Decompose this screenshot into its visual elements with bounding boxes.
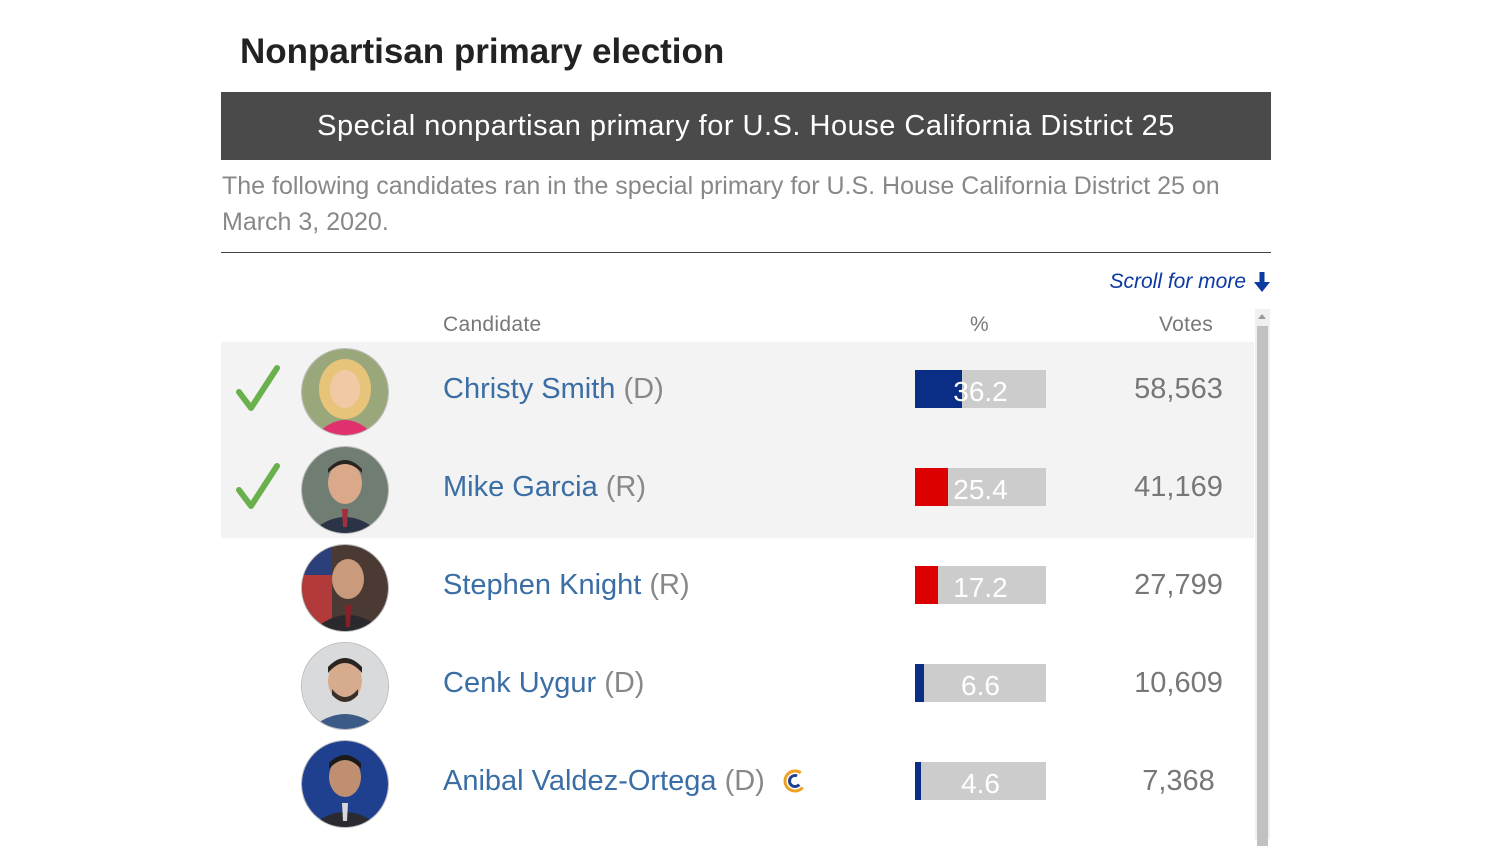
percent-bar-fill xyxy=(915,664,924,702)
candidate-photo[interactable] xyxy=(301,642,389,730)
candidate-name[interactable]: Christy Smith (D) xyxy=(443,373,664,405)
percent-bar: 17.2 xyxy=(915,566,1046,604)
scrollbar-thumb[interactable] xyxy=(1257,326,1268,846)
arrow-down-icon xyxy=(1254,272,1270,292)
percent-label: 17.2 xyxy=(953,572,1008,603)
scroll-for-more-label: Scroll for more xyxy=(1109,270,1246,293)
percent-bar: 36.2 xyxy=(915,370,1046,408)
results-table: Christy Smith (D) 36.2 58,563 Mike Garci… xyxy=(221,342,1254,832)
winner-check-icon xyxy=(236,463,280,509)
candidate-name[interactable]: Mike Garcia (R) xyxy=(443,471,647,503)
percent-bar: 25.4 xyxy=(915,468,1046,506)
column-header-percent: % xyxy=(970,313,989,336)
candidate-row: Mike Garcia (R) 25.4 41,169 xyxy=(221,440,1254,538)
race-intro: The following candidates ran in the spec… xyxy=(222,172,1220,236)
divider xyxy=(221,252,1271,253)
vote-count: 41,169 xyxy=(1134,471,1223,503)
winner-check-icon xyxy=(236,365,280,411)
scroll-up-icon[interactable] xyxy=(1258,314,1266,319)
candidate-row: Cenk Uygur (D) 6.6 10,609 xyxy=(221,636,1254,734)
connection-logo-icon xyxy=(783,769,807,793)
results-scrollbar[interactable] xyxy=(1255,309,1270,846)
candidate-name[interactable]: Anibal Valdez-Ortega (D) xyxy=(443,765,807,798)
percent-label: 6.6 xyxy=(961,670,1000,701)
candidate-name[interactable]: Stephen Knight (R) xyxy=(443,569,690,601)
candidate-photo[interactable] xyxy=(301,740,389,828)
percent-label: 36.2 xyxy=(953,376,1008,407)
scroll-for-more[interactable]: Scroll for more xyxy=(1109,270,1270,294)
page-title: Nonpartisan primary election xyxy=(240,32,725,71)
percent-bar-fill xyxy=(915,468,949,506)
candidate-row: Anibal Valdez-Ortega (D) 4.6 7,368 xyxy=(221,734,1254,832)
candidate-photo[interactable] xyxy=(301,348,389,436)
vote-count: 27,799 xyxy=(1134,569,1223,601)
vote-count: 58,563 xyxy=(1134,373,1223,405)
race-banner-text: Special nonpartisan primary for U.S. Hou… xyxy=(317,109,1175,142)
percent-bar-fill xyxy=(915,566,938,604)
percent-bar-fill xyxy=(915,370,963,408)
candidate-row: Christy Smith (D) 36.2 58,563 xyxy=(221,342,1254,440)
vote-count: 7,368 xyxy=(1142,765,1215,797)
candidate-name[interactable]: Cenk Uygur (D) xyxy=(443,667,645,699)
vote-count: 10,609 xyxy=(1134,667,1223,699)
percent-bar: 4.6 xyxy=(915,762,1046,800)
percent-bar-fill xyxy=(915,762,922,800)
percent-label: 25.4 xyxy=(953,474,1008,505)
column-header-candidate: Candidate xyxy=(443,313,542,336)
percent-bar: 6.6 xyxy=(915,664,1046,702)
candidate-row: Stephen Knight (R) 17.2 27,799 xyxy=(221,538,1254,636)
candidate-photo[interactable] xyxy=(301,544,389,632)
candidate-photo[interactable] xyxy=(301,446,389,534)
percent-label: 4.6 xyxy=(961,768,1000,799)
race-banner: Special nonpartisan primary for U.S. Hou… xyxy=(221,92,1271,160)
column-header-votes: Votes xyxy=(1159,313,1214,336)
